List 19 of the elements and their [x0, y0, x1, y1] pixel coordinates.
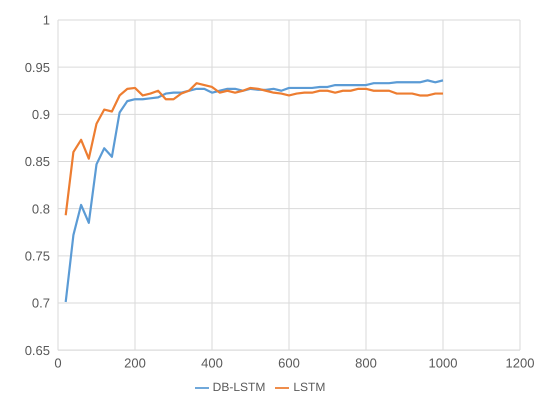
y-tick-label: 0.8 — [32, 201, 50, 216]
x-tick-label: 0 — [54, 355, 62, 370]
y-tick-label: 0.9 — [32, 106, 50, 122]
y-tick-label: 1 — [42, 12, 50, 28]
x-tick-label: 1000 — [428, 355, 458, 370]
x-tick-label: 400 — [201, 355, 223, 370]
y-tick-label: 0.75 — [24, 248, 50, 264]
y-tick-label: 0.85 — [24, 154, 50, 170]
y-tick-label: 0.65 — [24, 342, 50, 358]
y-tick-label: 0.7 — [32, 296, 50, 311]
x-tick-label: 1200 — [506, 355, 534, 370]
x-tick-label: 200 — [124, 355, 146, 370]
legend-label: LSTM — [293, 380, 326, 394]
x-tick-label: 800 — [355, 355, 377, 370]
line-series — [64, 79, 444, 304]
legend-label: DB-LSTM — [212, 380, 266, 394]
line-series — [64, 82, 444, 216]
y-tick-label: 0.95 — [24, 60, 50, 75]
x-tick-label: 600 — [278, 355, 300, 370]
